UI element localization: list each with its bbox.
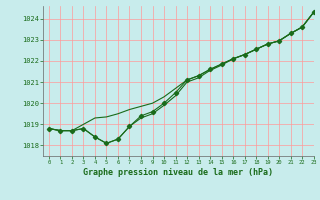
X-axis label: Graphe pression niveau de la mer (hPa): Graphe pression niveau de la mer (hPa) bbox=[84, 168, 273, 177]
